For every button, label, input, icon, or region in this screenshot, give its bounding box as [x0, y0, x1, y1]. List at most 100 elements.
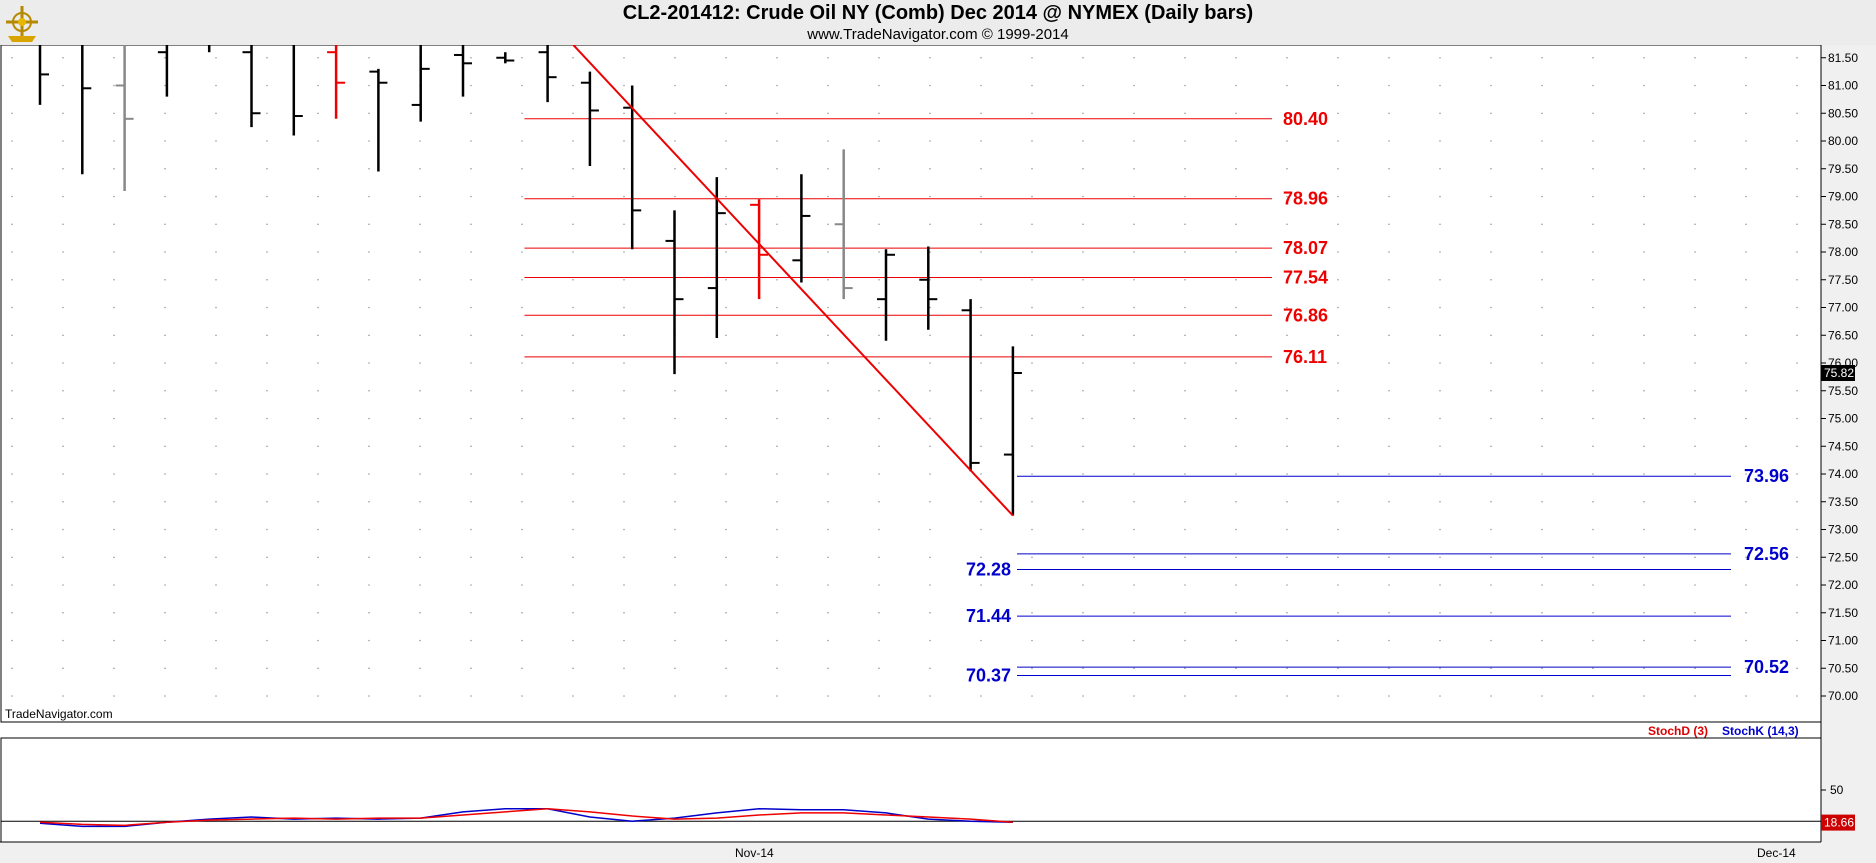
- grid-dot: [113, 695, 115, 697]
- grid-dot: [1694, 334, 1696, 337]
- grid-dot: [623, 56, 625, 59]
- grid-dot: [113, 500, 115, 503]
- stoch-last-label: 18.66: [1824, 816, 1854, 830]
- grid-dot: [725, 528, 727, 531]
- grid-dot: [572, 251, 574, 253]
- grid-dot: [1592, 667, 1594, 670]
- grid-dot: [164, 500, 166, 503]
- grid-dot: [1388, 445, 1390, 448]
- grid-dot: [725, 112, 727, 115]
- grid-dot: [623, 362, 625, 364]
- grid-dot: [215, 362, 217, 364]
- grid-dot: [368, 695, 370, 697]
- grid-dot: [1439, 528, 1441, 531]
- grid-dot: [62, 167, 64, 170]
- grid-dot: [1286, 639, 1288, 642]
- grid-dot: [776, 639, 778, 642]
- grid-dot: [521, 417, 523, 420]
- grid-dot: [419, 667, 421, 670]
- stoch-d-legend: StochD (3): [1648, 724, 1708, 738]
- grid-dot: [1643, 251, 1645, 253]
- grid-dot: [470, 695, 472, 697]
- grid-dot: [62, 56, 64, 59]
- grid-dot: [1439, 639, 1441, 642]
- grid-dot: [1490, 528, 1492, 531]
- grid-dot: [1235, 334, 1237, 337]
- grid-dot: [725, 278, 727, 281]
- grid-dot: [419, 584, 421, 586]
- grid-dot: [1694, 528, 1696, 531]
- grid-dot: [1184, 306, 1186, 309]
- grid-dot: [317, 473, 319, 475]
- grid-dot: [827, 500, 829, 503]
- price-tick-label: 72.00: [1828, 578, 1858, 592]
- grid-dot: [1286, 500, 1288, 503]
- grid-dot: [878, 112, 880, 115]
- grid-dot: [725, 195, 727, 198]
- grid-dot: [725, 362, 727, 364]
- grid-dot: [62, 417, 64, 420]
- grid-dot: [62, 195, 64, 198]
- grid-dot: [1235, 667, 1237, 670]
- price-tick-label: 71.50: [1828, 606, 1858, 620]
- grid-dot: [878, 251, 880, 253]
- grid-dot: [1235, 140, 1237, 142]
- grid-dot: [1082, 362, 1084, 364]
- grid-dot: [470, 584, 472, 586]
- grid-dot: [266, 362, 268, 364]
- grid-dot: [623, 84, 625, 87]
- grid-dot: [521, 334, 523, 337]
- grid-dot: [1184, 611, 1186, 614]
- grid-dot: [368, 278, 370, 281]
- grid-dot: [674, 556, 676, 559]
- grid-dot: [1184, 195, 1186, 198]
- grid-dot: [1745, 195, 1747, 198]
- grid-dot: [827, 445, 829, 448]
- price-tick-label: 80.50: [1828, 106, 1858, 120]
- grid-dot: [1184, 56, 1186, 59]
- grid-dot: [368, 167, 370, 170]
- grid-dot: [215, 84, 217, 87]
- grid-dot: [725, 639, 727, 642]
- grid-dot: [164, 56, 166, 59]
- grid-dot: [980, 278, 982, 281]
- grid-dot: [1337, 500, 1339, 503]
- grid-dot: [1490, 195, 1492, 198]
- grid-dot: [113, 167, 115, 170]
- grid-dot: [11, 56, 13, 59]
- price-chart[interactable]: 80.40 78.96 78.07 77.54 76.86 76.11 73.96 72.56…: [0, 45, 1876, 863]
- grid-dot: [521, 611, 523, 614]
- grid-dot: [521, 639, 523, 642]
- grid-dot: [266, 84, 268, 87]
- grid-dot: [1643, 278, 1645, 281]
- grid-dot: [776, 278, 778, 281]
- grid-dot: [1796, 306, 1798, 309]
- grid-dot: [827, 417, 829, 420]
- grid-dot: [1694, 56, 1696, 59]
- price-tick-label: 72.50: [1828, 550, 1858, 564]
- grid-dot: [164, 112, 166, 115]
- grid-dot: [572, 56, 574, 59]
- grid-dot: [1643, 140, 1645, 142]
- grid-dot: [1286, 445, 1288, 448]
- grid-dot: [1133, 445, 1135, 448]
- grid-dot: [113, 473, 115, 475]
- grid-dot: [62, 584, 64, 586]
- grid-dot: [521, 223, 523, 226]
- grid-dot: [113, 140, 115, 142]
- grid-dot: [1796, 500, 1798, 503]
- grid-dot: [266, 445, 268, 448]
- grid-dot: [62, 695, 64, 697]
- grid-dot: [1592, 84, 1594, 87]
- grid-dot: [1235, 195, 1237, 198]
- resistance-label: 77.54: [1283, 268, 1328, 288]
- grid-dot: [1235, 223, 1237, 226]
- grid-dot: [1541, 584, 1543, 586]
- grid-dot: [1337, 556, 1339, 559]
- grid-dot: [725, 56, 727, 59]
- grid-dot: [1694, 417, 1696, 420]
- grid-dot: [368, 251, 370, 253]
- grid-dot: [929, 278, 931, 281]
- grid-dot: [1592, 473, 1594, 475]
- grid-dot: [776, 223, 778, 226]
